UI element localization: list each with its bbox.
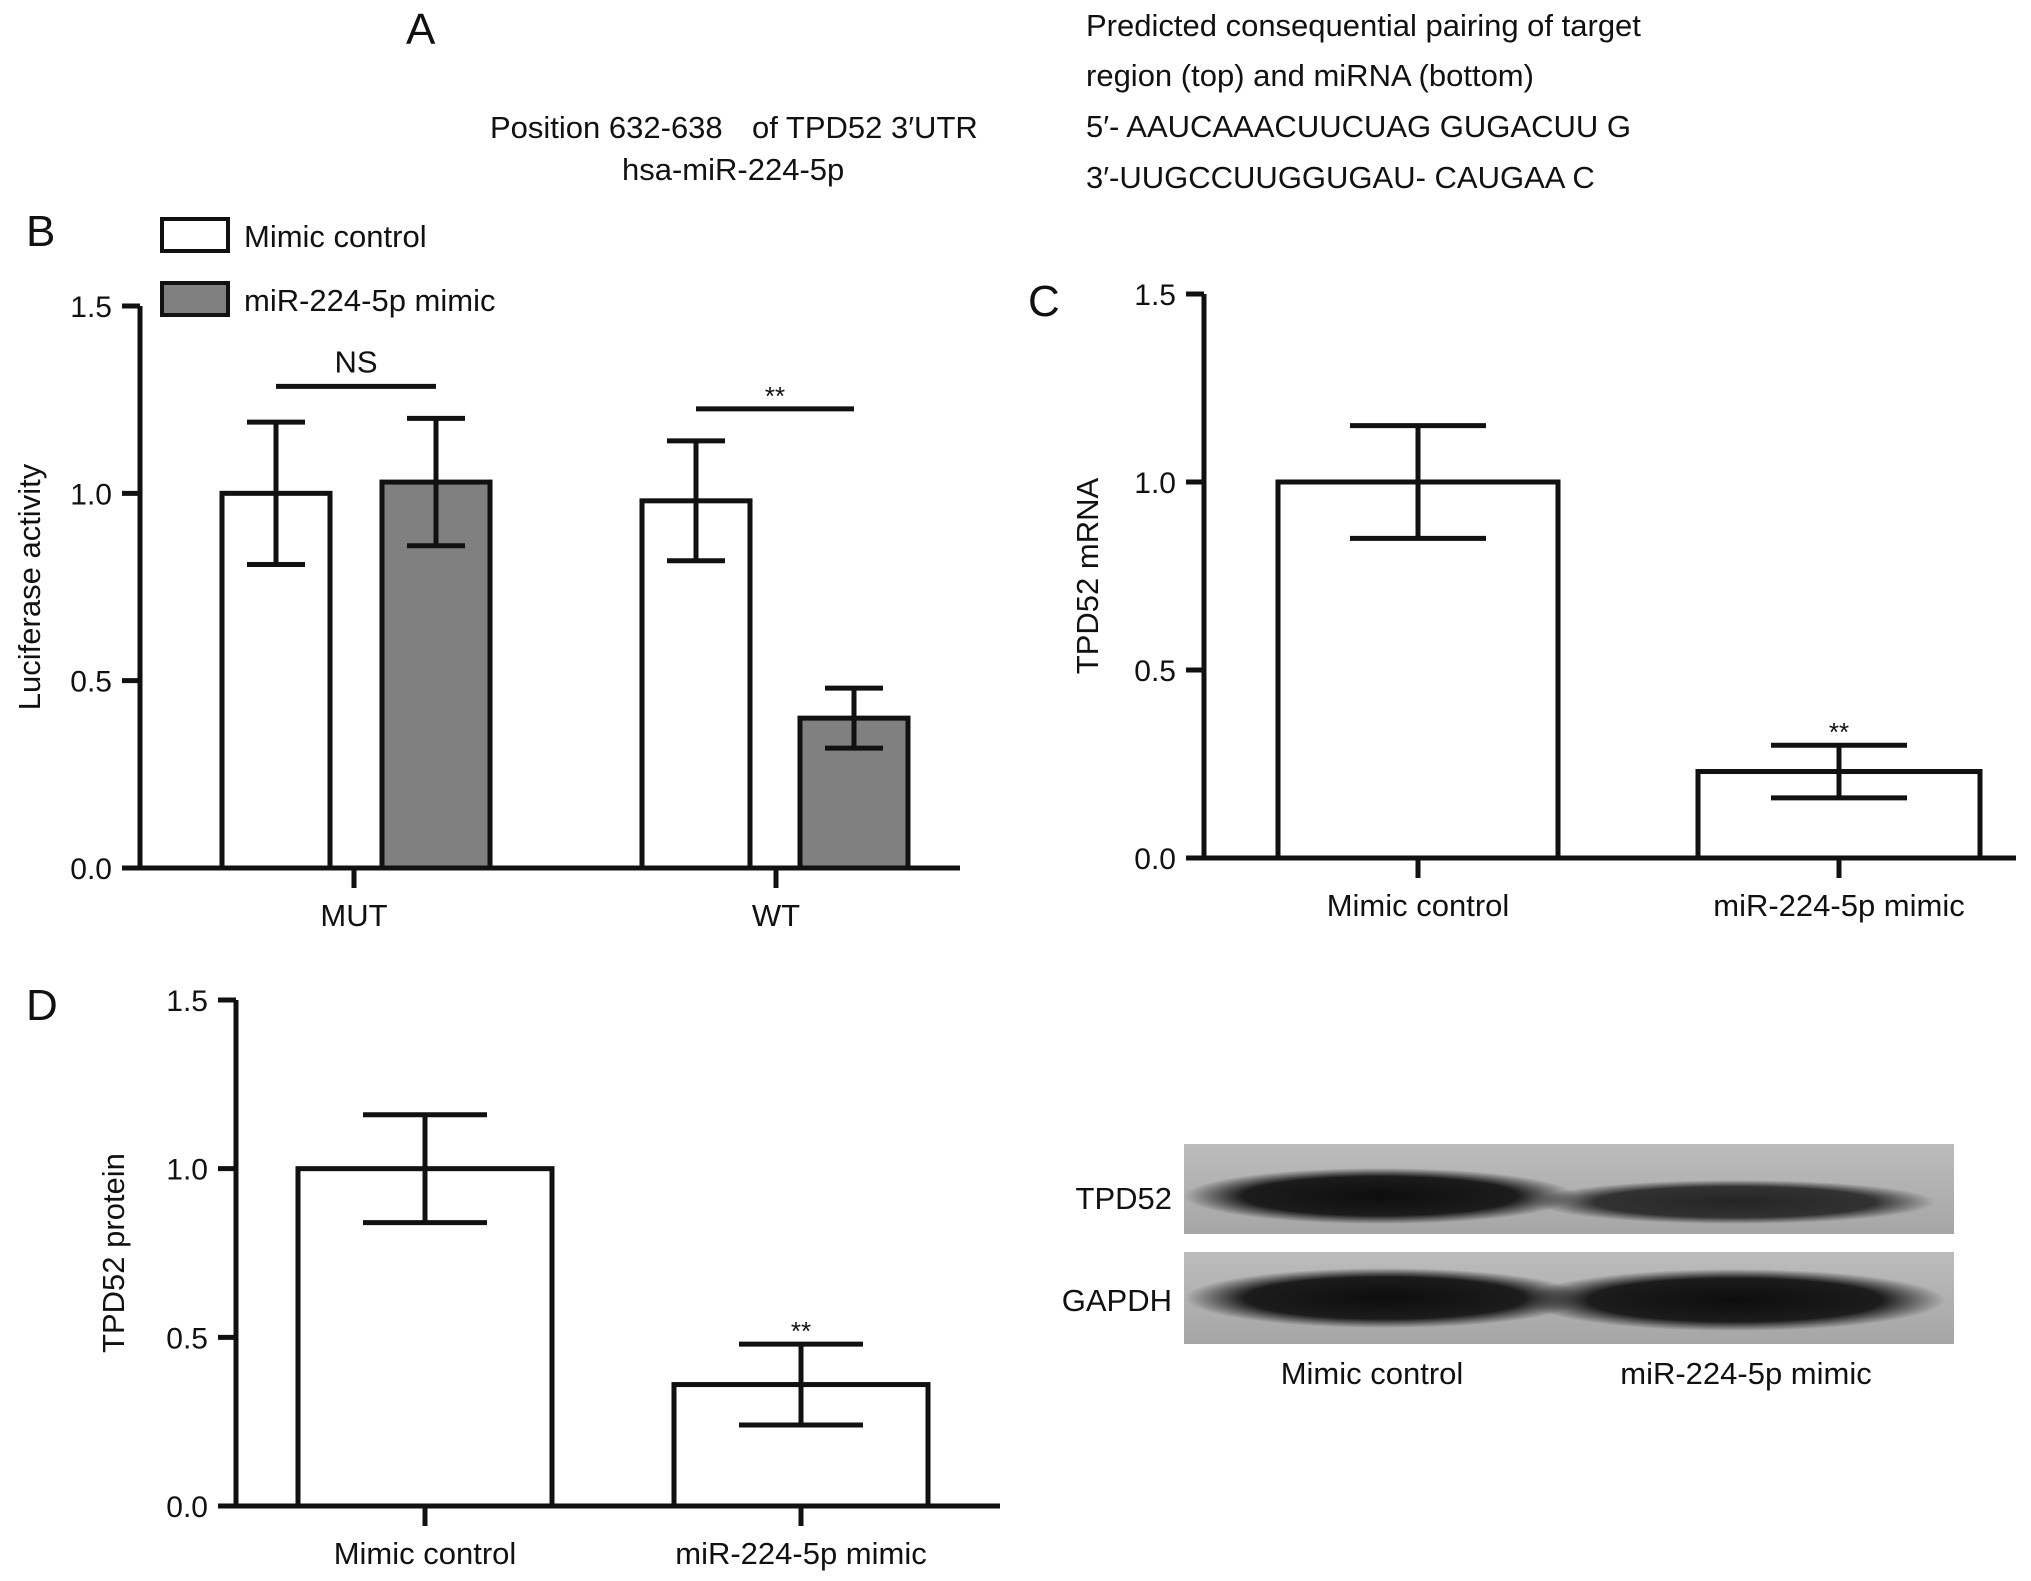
panel-a-position-label: Position 632-638: [490, 110, 723, 145]
blot-lane-label-control: Mimic control: [1281, 1356, 1464, 1391]
chart-b-x-tick-label: MUT: [320, 898, 387, 933]
chart-d-y-tick-label: 0.0: [166, 1491, 208, 1524]
panel-b-letter: B: [26, 207, 55, 256]
panel-a-heading-line1: Predicted consequential pairing of targe…: [1086, 8, 1641, 43]
panel-a-mirna-sequence: 3′-UUGCCUUGGUGAU- CAUGAA C: [1086, 160, 1595, 195]
chart-c-significance-label: **: [1829, 717, 1849, 747]
chart-c-y-tick-label: 0.0: [1134, 843, 1176, 876]
chart-b-y-tick-label: 0.5: [70, 666, 112, 699]
chart-b-y-axis-label: Luciferase activity: [12, 463, 47, 710]
chart-b-y-tick-label: 1.0: [70, 478, 112, 511]
chart-b-luciferase: 0.0 0.5 1.0 1.5 Luciferase activity MUT NS WT **: [12, 291, 960, 933]
panel-c-letter: C: [1028, 277, 1060, 326]
chart-d-y-tick-label: 1.0: [166, 1154, 208, 1187]
blot-band-gapdh-mimic: [1525, 1269, 1945, 1331]
chart-c-x-tick-label: miR-224-5p mimic: [1713, 888, 1964, 923]
blot-band-gapdh-control: [1185, 1268, 1585, 1328]
chart-d-significance-label: **: [791, 1316, 811, 1346]
panel-a-heading-line2: region (top) and miRNA (bottom): [1086, 58, 1534, 93]
panel-d-letter: D: [26, 981, 58, 1030]
chart-c-y-tick-label: 1.5: [1134, 279, 1176, 312]
panel-a-mirna-label: hsa-miR-224-5p: [622, 152, 844, 187]
blot-row-label-tpd52: TPD52: [1076, 1181, 1172, 1216]
chart-b-x-tick-label: WT: [752, 898, 800, 933]
panel-a-letter: A: [406, 5, 436, 54]
chart-b-y-tick-label: 1.5: [70, 291, 112, 324]
blot-row-label-gapdh: GAPDH: [1062, 1283, 1172, 1318]
chart-c-mrna: 0.0 0.5 1.0 1.5 TPD52 mRNA Mimic control miR-2…: [1070, 279, 2016, 923]
blot-band-tpd52-mimic: [1535, 1180, 1935, 1224]
chart-d-protein: 0.0 0.5 1.0 1.5 TPD52 protein Mimic control mi…: [96, 985, 1000, 1571]
legend-swatch-mir-224-5p-mimic: [160, 281, 230, 317]
chart-d-x-tick-label: Mimic control: [334, 1536, 517, 1571]
legend-swatch-mimic-control: [160, 217, 230, 253]
legend-label-mimic-control: Mimic control: [244, 219, 427, 254]
blot-band-tpd52-control: [1184, 1168, 1576, 1224]
chart-b-significance-label: NS: [334, 344, 377, 379]
chart-c-y-tick-label: 1.0: [1134, 467, 1176, 500]
chart-c-y-tick-label: 0.5: [1134, 655, 1176, 688]
panel-a-of-label: of TPD52 3′UTR: [752, 110, 978, 145]
chart-d-x-tick-label: miR-224-5p mimic: [675, 1536, 926, 1571]
chart-c-y-axis-label: TPD52 mRNA: [1070, 477, 1105, 674]
chart-d-y-axis-label: TPD52 protein: [96, 1153, 131, 1353]
legend-label-mir-224-5p-mimic: miR-224-5p mimic: [244, 283, 495, 318]
chart-c-x-tick-label: Mimic control: [1327, 888, 1510, 923]
legend: Mimic control miR-224-5p mimic: [160, 217, 495, 318]
panel-a: A Position 632-638 of TPD52 3′UTR hsa-mi…: [406, 5, 1641, 195]
blot-lane-label-mimic: miR-224-5p mimic: [1620, 1356, 1871, 1391]
chart-b-y-tick-label: 0.0: [70, 853, 112, 886]
western-blot: TPD52 GAPDH Mimic control miR-224-5p mim…: [1062, 1144, 1954, 1391]
chart-d-y-tick-label: 0.5: [166, 1322, 208, 1355]
chart-c-bar: [1275, 479, 1561, 861]
panel-a-target-sequence: 5′- AAUCAAACUUCUAG GUGACUU G: [1086, 109, 1631, 144]
chart-d-y-tick-label: 1.5: [166, 985, 208, 1018]
chart-b-significance-label: **: [765, 381, 785, 411]
